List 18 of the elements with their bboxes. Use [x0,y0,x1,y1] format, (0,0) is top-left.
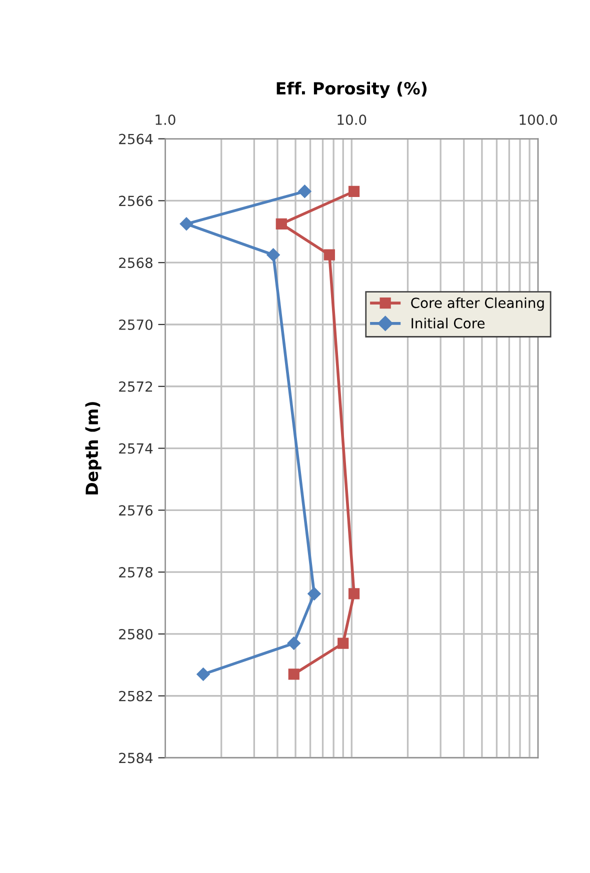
legend-label: Initial Core [412,318,485,329]
y-tick-label: 2580 [119,628,152,640]
x-tick-label: 100.0 [520,114,558,126]
y-tick-label: 2572 [119,381,152,392]
y-tick-label: 2584 [119,752,153,764]
y-tick-label: 2582 [119,690,152,702]
y-tick-label: 2566 [119,196,153,206]
y-tick-label: 2578 [119,567,152,578]
y-tick-label: 2568 [119,258,152,268]
y-tick-label: 2570 [119,319,152,330]
legend-label: Core after Cleaning [411,297,544,311]
y-tick-label: 2574 [119,443,153,454]
y-axis-title: Depth (m) [85,402,102,494]
x-tick-label: 1.0 [156,114,176,126]
y-tick-label: 2564 [119,134,153,144]
chart-title: Eff. Porosity (%) [276,82,427,98]
x-tick-label: 10.0 [338,114,366,126]
y-tick-label: 2576 [119,505,153,516]
